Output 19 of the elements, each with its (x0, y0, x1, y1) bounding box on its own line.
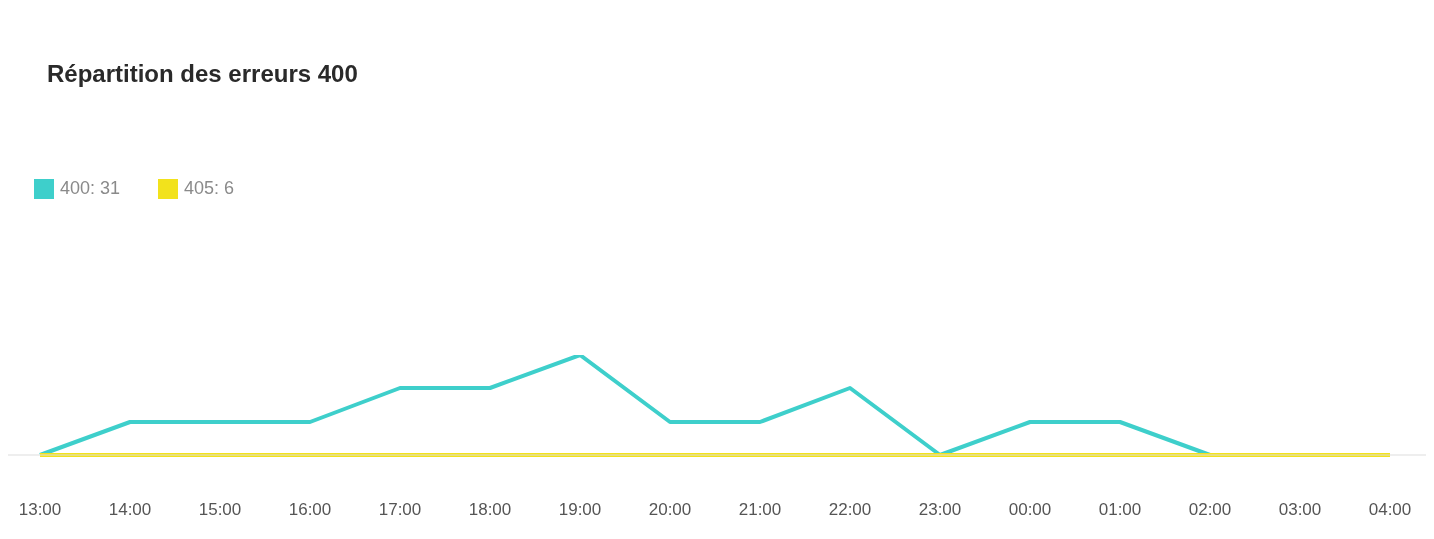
x-tick-label: 16:00 (288, 500, 332, 520)
x-tick-label: 14:00 (108, 500, 152, 520)
x-tick-label: 15:00 (198, 500, 242, 520)
chart-title: Répartition des erreurs 400 (47, 60, 358, 88)
x-tick-label: 03:00 (1278, 500, 1322, 520)
x-tick-label: 19:00 (558, 500, 602, 520)
x-tick-label: 04:00 (1368, 500, 1412, 520)
x-tick-label: 21:00 (738, 500, 782, 520)
x-tick-label: 00:00 (1008, 500, 1052, 520)
x-tick-label: 17:00 (378, 500, 422, 520)
x-tick-label: 20:00 (648, 500, 692, 520)
legend-label: 400: 31 (60, 178, 121, 199)
x-tick-label: 01:00 (1098, 500, 1142, 520)
x-tick-label: 02:00 (1188, 500, 1232, 520)
x-tick-label: 18:00 (468, 500, 512, 520)
legend-label: 405: 6 (184, 178, 235, 199)
x-tick-label: 22:00 (828, 500, 872, 520)
x-tick-label: 23:00 (918, 500, 962, 520)
x-tick-label: 13:00 (18, 500, 62, 520)
